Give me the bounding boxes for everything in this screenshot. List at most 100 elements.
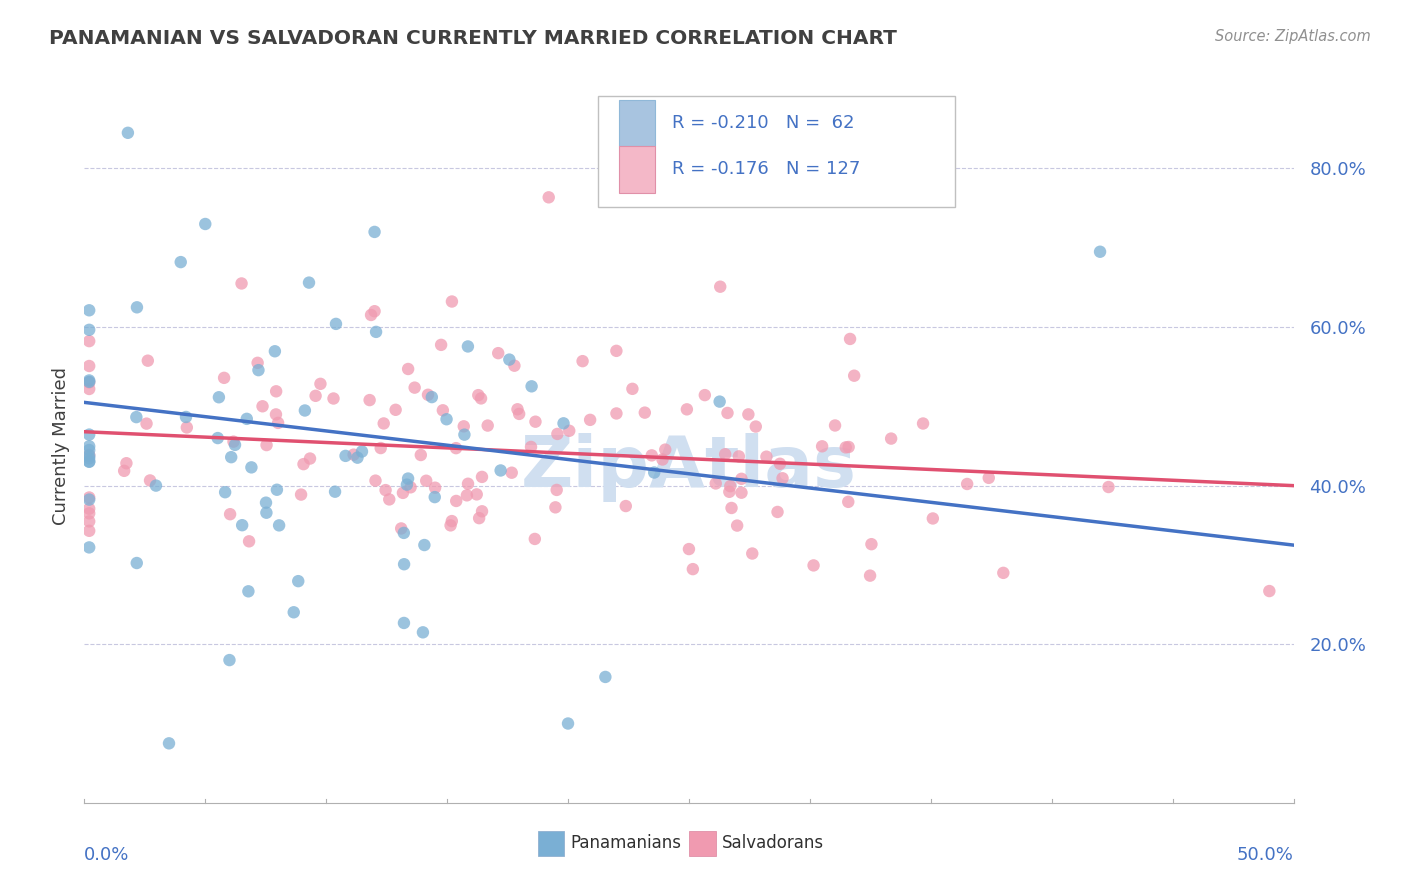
FancyBboxPatch shape: [619, 100, 655, 146]
Point: [420, 390, 443, 404]
Point: [389, 521, 412, 535]
Point: [837, 495, 859, 509]
Point: [77, 449, 100, 463]
Point: [730, 472, 752, 486]
Point: [621, 382, 644, 396]
Point: [77, 439, 100, 453]
Point: [470, 392, 492, 406]
Point: [501, 466, 523, 480]
Point: [714, 447, 737, 461]
Point: [125, 301, 148, 315]
Point: [254, 496, 277, 510]
Point: [457, 339, 479, 353]
Point: [323, 484, 346, 499]
Point: [508, 407, 530, 421]
Point: [457, 476, 479, 491]
Point: [755, 450, 778, 464]
Point: [77, 501, 100, 516]
Point: [292, 457, 315, 471]
Point: [404, 381, 426, 395]
Point: [364, 474, 387, 488]
Text: ZipAtlas: ZipAtlas: [522, 433, 856, 502]
Point: [465, 487, 488, 501]
Point: [651, 452, 673, 467]
Point: [231, 518, 253, 533]
Point: [844, 368, 866, 383]
Point: [579, 413, 602, 427]
Point: [212, 371, 235, 385]
Point: [477, 418, 499, 433]
Text: PANAMANIAN VS SALVADORAN CURRENTLY MARRIED CORRELATION CHART: PANAMANIAN VS SALVADORAN CURRENTLY MARRI…: [49, 29, 897, 48]
Point: [614, 499, 637, 513]
Point: [77, 451, 100, 466]
Point: [409, 448, 432, 462]
Point: [718, 484, 741, 499]
Point: [456, 488, 478, 502]
Text: Salvadorans: Salvadorans: [721, 835, 824, 853]
Point: [218, 653, 240, 667]
Point: [77, 359, 100, 373]
Point: [993, 566, 1015, 580]
Point: [471, 504, 494, 518]
Point: [77, 524, 100, 538]
Point: [811, 439, 834, 453]
Point: [322, 392, 344, 406]
Point: [1097, 480, 1119, 494]
Point: [436, 412, 458, 426]
Point: [718, 479, 741, 493]
Point: [224, 438, 246, 452]
Point: [440, 294, 463, 309]
Point: [520, 379, 543, 393]
Point: [77, 376, 100, 390]
Point: [176, 420, 198, 434]
Point: [290, 487, 312, 501]
Point: [416, 388, 439, 402]
Point: [709, 394, 731, 409]
Point: [453, 427, 475, 442]
Point: [423, 481, 446, 495]
Point: [254, 506, 277, 520]
Point: [77, 454, 100, 468]
Point: [498, 352, 520, 367]
Point: [77, 515, 100, 529]
Point: [471, 470, 494, 484]
Point: [838, 440, 860, 454]
Point: [537, 190, 560, 204]
Point: [378, 492, 401, 507]
Point: [77, 455, 100, 469]
Point: [309, 376, 332, 391]
Point: [77, 506, 100, 520]
Point: [77, 334, 100, 348]
Point: [264, 384, 287, 399]
Point: [486, 346, 509, 360]
Point: [170, 255, 193, 269]
Point: [654, 442, 676, 457]
Point: [350, 444, 373, 458]
Point: [467, 388, 489, 402]
Point: [835, 441, 858, 455]
Point: [415, 474, 437, 488]
Point: [921, 511, 943, 525]
Point: [678, 542, 700, 557]
Point: [769, 457, 792, 471]
Point: [174, 409, 197, 424]
Point: [231, 277, 253, 291]
Point: [423, 490, 446, 504]
Point: [77, 375, 100, 389]
Point: [283, 605, 305, 619]
Point: [298, 451, 321, 466]
Point: [956, 477, 979, 491]
Point: [240, 460, 263, 475]
Point: [384, 402, 406, 417]
Point: [772, 471, 794, 485]
Text: R = -0.176   N = 127: R = -0.176 N = 127: [672, 161, 860, 178]
Point: [553, 417, 575, 431]
Point: [77, 303, 100, 318]
Point: [238, 534, 260, 549]
Point: [77, 492, 100, 507]
Point: [634, 406, 657, 420]
Point: [219, 507, 242, 521]
Point: [236, 412, 259, 426]
Point: [395, 477, 418, 491]
Point: [824, 418, 846, 433]
